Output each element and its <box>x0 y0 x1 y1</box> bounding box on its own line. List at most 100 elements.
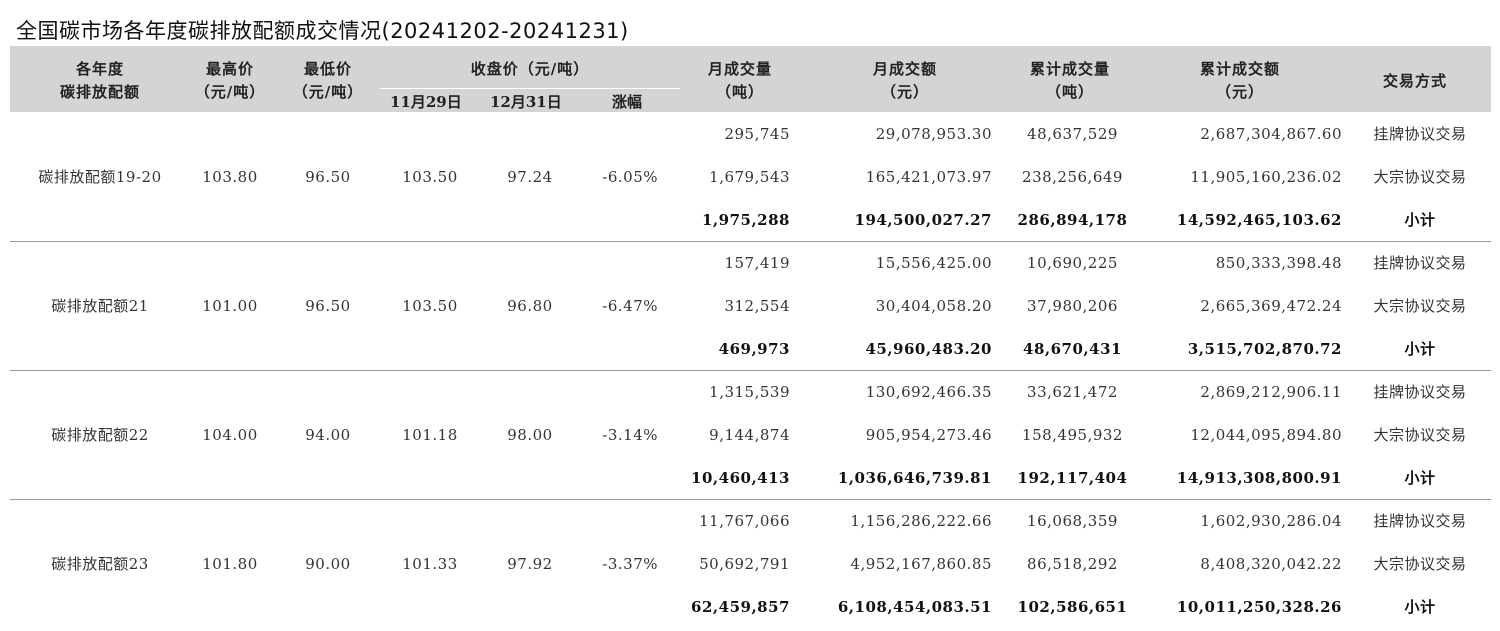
cell-month-volume: 1,315,539 <box>709 383 790 401</box>
cell-method: 小计 <box>1404 598 1436 616</box>
cell-month-volume: 312,554 <box>724 297 790 315</box>
cell-cum-volume: 48,637,529 <box>1027 125 1118 143</box>
cell-month-amount: 15,556,425.00 <box>875 254 992 272</box>
cell-cum-volume: 16,068,359 <box>1027 512 1118 530</box>
cell-month-volume: 9,144,874 <box>709 426 790 444</box>
cell-cum-volume: 238,256,649 <box>1022 168 1123 186</box>
cell-low: 96.50 <box>305 297 351 315</box>
header-month-amount-line2: （元） <box>880 83 929 101</box>
header-month-amount: 月成交额 （元） <box>820 58 990 104</box>
cell-month-volume: 295,745 <box>724 125 790 143</box>
cell-cum-volume: 158,495,932 <box>1022 426 1123 444</box>
cell-close-1129: 103.50 <box>402 168 458 186</box>
cell-change: -3.14% <box>602 426 658 444</box>
cell-low: 90.00 <box>305 555 351 573</box>
cell-high: 103.80 <box>202 168 258 186</box>
cell-change: -6.05% <box>602 168 658 186</box>
table-header <box>10 46 1491 112</box>
cell-month-amount: 165,421,073.97 <box>865 168 992 186</box>
header-divider <box>380 88 680 89</box>
cell-cum-amount: 1,602,930,286.04 <box>1200 512 1342 530</box>
cell-cum-volume: 48,670,431 <box>1023 340 1122 358</box>
cell-cum-amount: 2,869,212,906.11 <box>1200 383 1342 401</box>
cell-method: 大宗协议交易 <box>1373 297 1467 315</box>
cell-method: 大宗协议交易 <box>1373 555 1467 573</box>
header-cum-amount-line2: （元） <box>1215 83 1264 101</box>
cell-cum-amount: 2,665,369,472.24 <box>1200 297 1342 315</box>
cell-cum-volume: 37,980,206 <box>1027 297 1118 315</box>
header-month-volume: 月成交量 （吨） <box>680 58 800 104</box>
cell-month-volume: 1,679,543 <box>709 168 790 186</box>
cell-method: 小计 <box>1404 340 1436 358</box>
cell-month-amount: 1,156,286,222.66 <box>850 512 992 530</box>
cell-cum-volume: 86,518,292 <box>1027 555 1118 573</box>
cell-close-1231: 98.00 <box>507 426 553 444</box>
cell-cum-amount: 14,592,465,103.62 <box>1176 211 1342 229</box>
cell-close-1231: 97.24 <box>507 168 553 186</box>
cell-name: 碳排放配额21 <box>51 297 149 315</box>
row-separator <box>10 241 1491 242</box>
cell-month-amount: 130,692,466.35 <box>865 383 992 401</box>
cell-name: 碳排放配额19-20 <box>38 168 162 186</box>
header-close-1129: 11月29日 <box>390 93 462 111</box>
header-cum-amount: 累计成交额 （元） <box>1160 58 1320 104</box>
cell-method: 小计 <box>1404 211 1436 229</box>
header-low-price: 最低价 （元/吨） <box>278 58 378 104</box>
row-separator <box>10 370 1491 371</box>
header-high-price: 最高价 （元/吨） <box>180 58 280 104</box>
header-cum-volume: 累计成交量 （吨） <box>1000 58 1140 104</box>
cell-month-volume: 11,767,066 <box>699 512 790 530</box>
header-allowance-line1: 各年度 <box>75 60 124 78</box>
cell-cum-amount: 850,333,398.48 <box>1215 254 1342 272</box>
cell-month-volume: 469,973 <box>718 340 790 358</box>
cell-method: 大宗协议交易 <box>1373 168 1467 186</box>
cell-change: -6.47% <box>602 297 658 315</box>
page-title: 全国碳市场各年度碳排放配额成交情况(20241202-20241231) <box>16 19 629 43</box>
cell-cum-volume: 10,690,225 <box>1027 254 1118 272</box>
cell-close-1129: 101.18 <box>402 426 458 444</box>
cell-cum-volume: 286,894,178 <box>1017 211 1128 229</box>
cell-month-amount: 1,036,646,739.81 <box>837 469 992 487</box>
row-separator <box>10 499 1491 500</box>
cell-cum-volume: 192,117,404 <box>1017 469 1128 487</box>
cell-cum-volume: 33,621,472 <box>1027 383 1118 401</box>
header-month-volume-line2: （吨） <box>715 83 764 101</box>
cell-cum-amount: 2,687,304,867.60 <box>1200 125 1342 143</box>
cell-method: 大宗协议交易 <box>1373 426 1467 444</box>
cell-close-1231: 97.92 <box>507 555 553 573</box>
header-method: 交易方式 <box>1382 72 1447 90</box>
cell-cum-amount: 3,515,702,870.72 <box>1187 340 1342 358</box>
header-change: 涨幅 <box>612 93 643 111</box>
cell-month-volume: 50,692,791 <box>699 555 790 573</box>
cell-method: 挂牌协议交易 <box>1373 125 1467 143</box>
cell-high: 104.00 <box>202 426 258 444</box>
cell-month-amount: 6,108,454,083.51 <box>837 598 992 616</box>
header-allowance: 各年度 碳排放配额 <box>10 58 190 104</box>
cell-close-1231: 96.80 <box>507 297 553 315</box>
header-close-group: 收盘价（元/吨） <box>470 60 590 78</box>
cell-method: 挂牌协议交易 <box>1373 254 1467 272</box>
cell-month-volume: 1,975,288 <box>701 211 790 229</box>
cell-close-1129: 101.33 <box>402 555 458 573</box>
cell-close-1129: 103.50 <box>402 297 458 315</box>
header-high-line2: （元/吨） <box>194 83 266 101</box>
cell-cum-amount: 14,913,308,800.91 <box>1176 469 1342 487</box>
cell-month-volume: 62,459,857 <box>691 598 790 616</box>
cell-high: 101.80 <box>202 555 258 573</box>
header-close-1231: 12月31日 <box>490 93 562 111</box>
cell-month-amount: 30,404,058.20 <box>875 297 992 315</box>
cell-cum-amount: 8,408,320,042.22 <box>1200 555 1342 573</box>
cell-month-amount: 45,960,483.20 <box>865 340 992 358</box>
cell-method: 小计 <box>1404 469 1436 487</box>
cell-month-amount: 4,952,167,860.85 <box>850 555 992 573</box>
cell-cum-volume: 102,586,651 <box>1017 598 1128 616</box>
header-allowance-line2: 碳排放配额 <box>59 83 140 101</box>
cell-month-volume: 10,460,413 <box>691 469 790 487</box>
cell-cum-amount: 11,905,160,236.02 <box>1190 168 1342 186</box>
header-month-amount-line1: 月成交额 <box>872 60 937 78</box>
header-month-volume-line1: 月成交量 <box>707 60 772 78</box>
cell-month-volume: 157,419 <box>724 254 790 272</box>
header-low-line2: （元/吨） <box>292 83 364 101</box>
cell-month-amount: 905,954,273.46 <box>865 426 992 444</box>
header-high-line1: 最高价 <box>205 60 254 78</box>
